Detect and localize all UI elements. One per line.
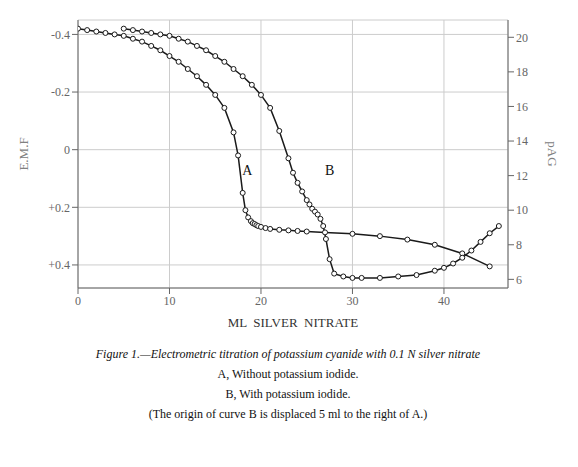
svg-text:10: 10 [516, 203, 528, 217]
svg-text:+0.2: +0.2 [48, 201, 70, 215]
svg-text:0: 0 [75, 294, 81, 308]
svg-text:-0.2: -0.2 [51, 85, 70, 99]
html-text:(The origin of curve B is disp: (The origin of curve B is displaced 5 ml… [148, 407, 428, 421]
svg-text:20: 20 [516, 31, 528, 45]
svg-text:+0.4: +0.4 [48, 258, 70, 272]
svg-text:40: 40 [438, 294, 450, 308]
svg-text:-0.4: -0.4 [51, 28, 70, 42]
svg-text:B: B [325, 163, 334, 178]
svg-text:0: 0 [64, 143, 70, 157]
svg-text:8: 8 [516, 238, 522, 252]
svg-text:16: 16 [516, 100, 528, 114]
html-text:A, Without potassium iodide.: A, Without potassium iodide. [217, 367, 359, 381]
svg-text:pAG: pAG [545, 141, 560, 166]
svg-text:20: 20 [255, 294, 267, 308]
svg-text:12: 12 [516, 169, 528, 183]
svg-text:ML SILVER NITRATE: ML SILVER NITRATE [228, 315, 359, 330]
svg-text:18: 18 [516, 65, 528, 79]
svg-text:14: 14 [516, 134, 528, 148]
html-text:Figure 1.—Electrometric titrat: Figure 1.—Electrometric titration of pot… [95, 347, 481, 361]
svg-text:6: 6 [516, 273, 522, 287]
svg-text:E.M.F: E.M.F [16, 137, 31, 170]
svg-text:10: 10 [163, 294, 175, 308]
html-text:B, With potassium iodide.: B, With potassium iodide. [225, 387, 351, 401]
svg-text:A: A [242, 163, 253, 178]
svg-text:30: 30 [346, 294, 358, 308]
